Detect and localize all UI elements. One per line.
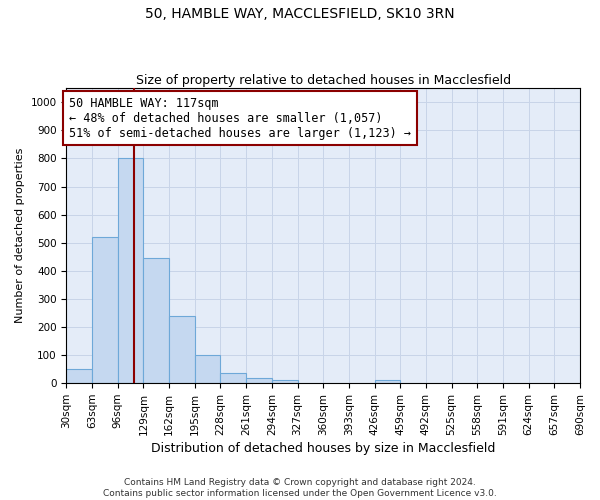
Bar [169,316,195,383]
Bar [272,380,298,383]
Bar [143,258,169,383]
Bar [92,237,118,383]
Bar [195,355,220,383]
Title: Size of property relative to detached houses in Macclesfield: Size of property relative to detached ho… [136,74,511,87]
Bar [67,369,92,383]
Bar [220,373,246,383]
Text: 50, HAMBLE WAY, MACCLESFIELD, SK10 3RN: 50, HAMBLE WAY, MACCLESFIELD, SK10 3RN [145,8,455,22]
X-axis label: Distribution of detached houses by size in Macclesfield: Distribution of detached houses by size … [151,442,496,455]
Text: Contains HM Land Registry data © Crown copyright and database right 2024.
Contai: Contains HM Land Registry data © Crown c… [103,478,497,498]
Bar [246,378,272,383]
Bar [374,380,400,383]
Y-axis label: Number of detached properties: Number of detached properties [15,148,25,324]
Text: 50 HAMBLE WAY: 117sqm
← 48% of detached houses are smaller (1,057)
51% of semi-d: 50 HAMBLE WAY: 117sqm ← 48% of detached … [69,96,411,140]
Bar [118,158,143,383]
